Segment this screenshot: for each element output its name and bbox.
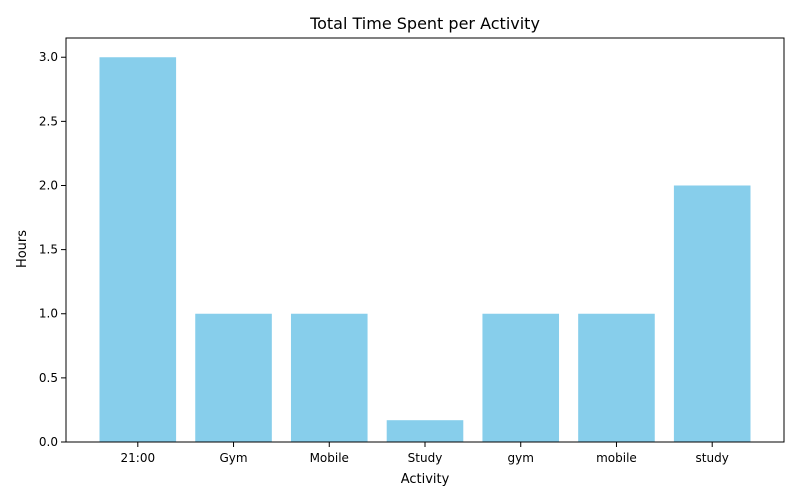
y-tick-label: 1.0 [39,307,58,321]
x-tick-label: Study [408,451,443,465]
y-tick-label: 0.0 [39,435,58,449]
x-ticks-group: 21:00 Gym Mobile Study gym mobile study [121,442,729,465]
y-tick-label: 1.5 [39,243,58,257]
bar [673,185,751,442]
bar [99,57,177,442]
x-tick-label: study [696,451,729,465]
bar [386,420,464,442]
bar [578,313,655,442]
x-axis-label: Activity [401,472,450,487]
y-axis-label: Hours [15,230,30,268]
y-ticks-group: 0.0 0.5 1.0 1.5 2.0 2.5 3.0 [39,50,66,449]
x-tick-label: gym [508,451,534,465]
chart-title: Total Time Spent per Activity [309,14,540,33]
bar [195,313,272,442]
x-tick-label: Gym [219,451,247,465]
y-tick-label: 2.5 [39,114,58,128]
bar [482,313,560,442]
x-tick-label: 21:00 [121,451,156,465]
y-tick-label: 2.0 [39,178,58,192]
x-tick-label: Mobile [310,451,349,465]
plot-frame [65,37,785,443]
y-tick-label: 3.0 [39,50,58,64]
bar [290,313,368,442]
bars-group [99,57,751,442]
y-tick-label: 0.5 [39,371,58,385]
x-tick-label: mobile [596,451,637,465]
